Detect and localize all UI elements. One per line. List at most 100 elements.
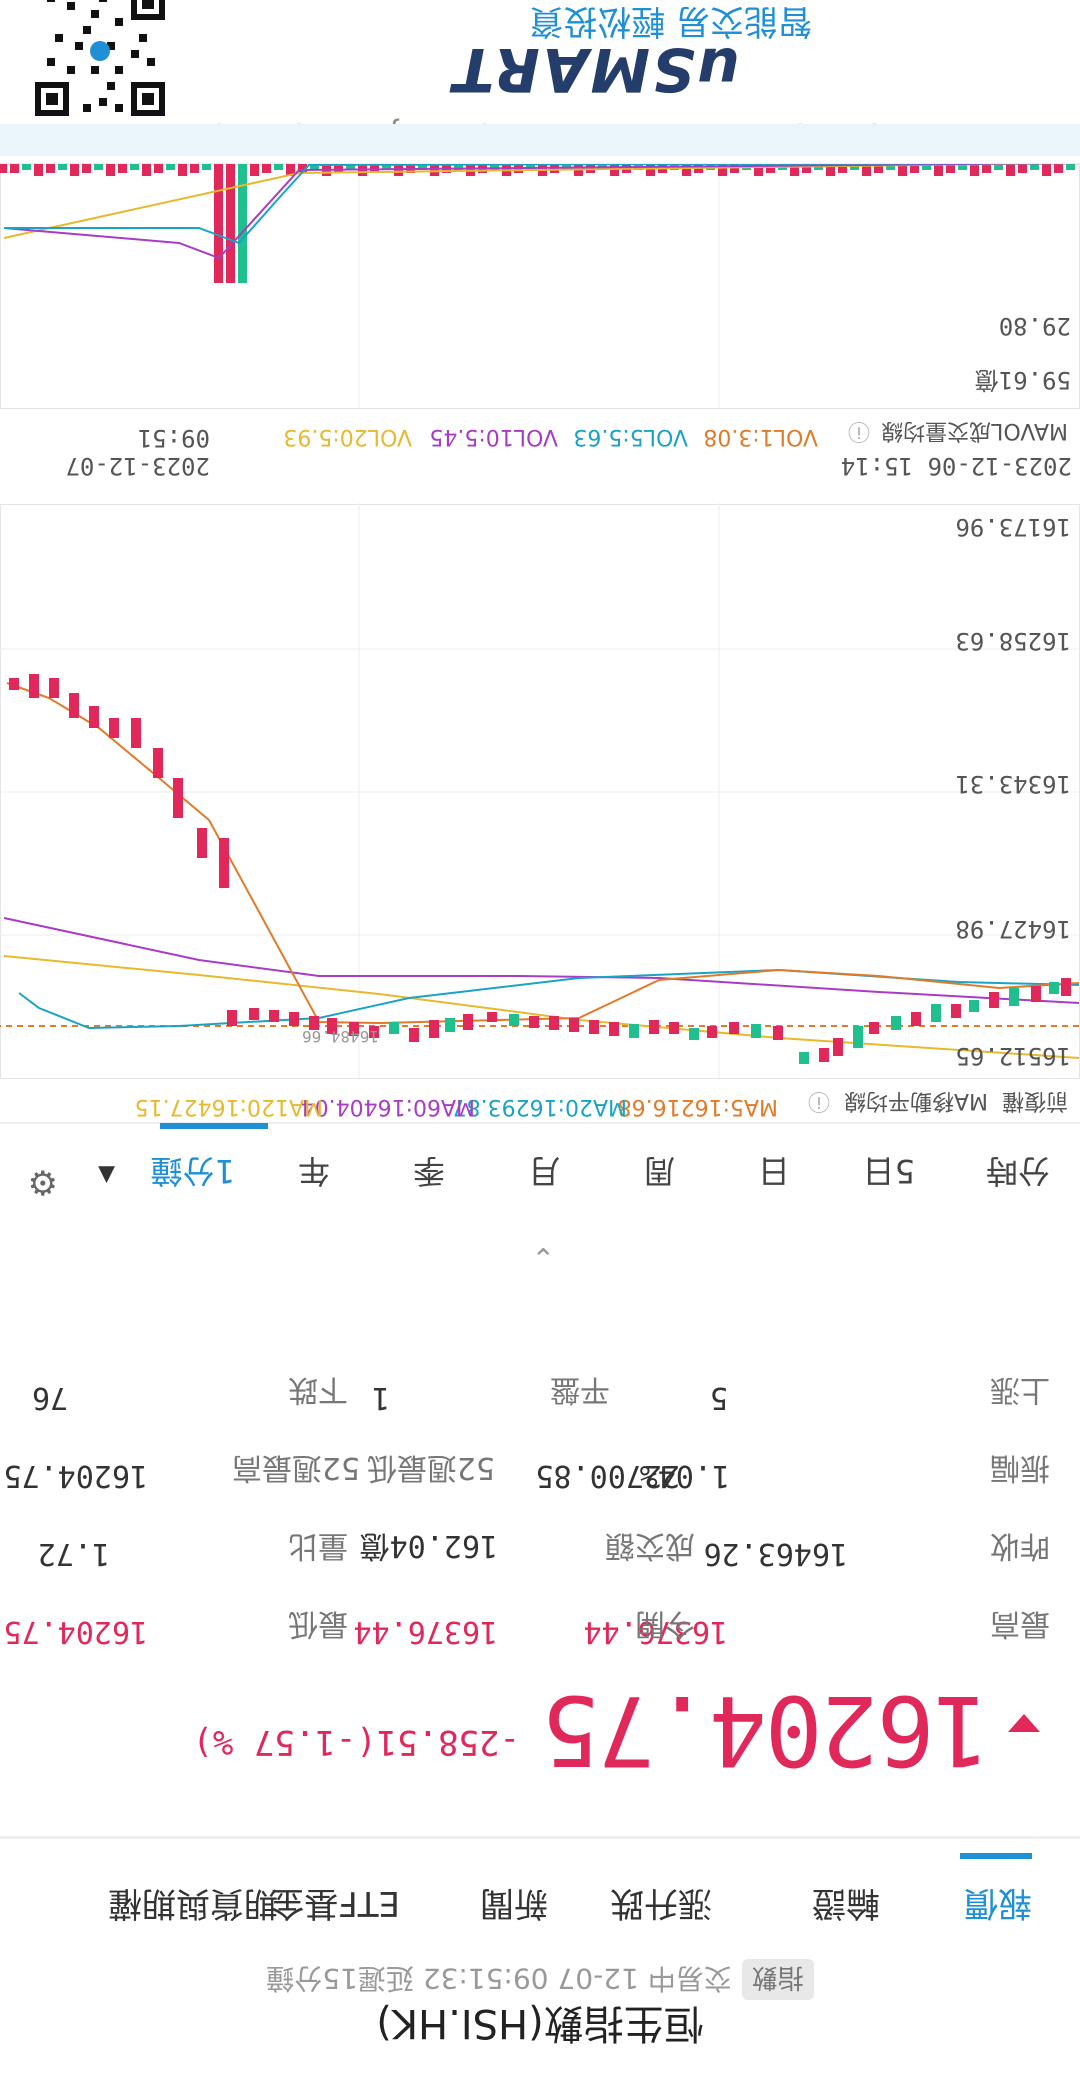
volume-bar bbox=[526, 163, 535, 170]
volume-bar bbox=[298, 163, 307, 173]
period-year[interactable]: 年 bbox=[297, 1152, 330, 1190]
tab-futures-options[interactable]: 期貨與期權 bbox=[108, 1883, 278, 1923]
stat-label: 昨收 bbox=[990, 1528, 1050, 1563]
candle bbox=[219, 838, 229, 888]
volume-bar bbox=[970, 163, 979, 176]
stat-value: 16376.44 bbox=[353, 1614, 499, 1649]
price-axis-label: 16173.96 bbox=[955, 513, 1071, 541]
stat-label: 量比 bbox=[288, 1528, 348, 1563]
candle bbox=[249, 1008, 259, 1020]
expand-chevron-icon[interactable]: ⌄ bbox=[531, 1241, 555, 1274]
price-axis-label: 16258.63 bbox=[955, 627, 1071, 655]
volume-bar bbox=[142, 163, 151, 176]
period-week[interactable]: 周 bbox=[642, 1152, 675, 1190]
help-icon[interactable]: ⓘ bbox=[847, 418, 870, 443]
volume-bar bbox=[166, 163, 175, 170]
tab-warrants[interactable]: 輪證 bbox=[812, 1883, 880, 1923]
stat-label: 平盤 bbox=[550, 1372, 610, 1407]
kline-svg bbox=[0, 503, 1079, 1078]
candle bbox=[429, 1020, 439, 1038]
price-row: 16204.75 -258.51(-1.57 %) bbox=[0, 1674, 1080, 1794]
volume-bar bbox=[718, 163, 727, 176]
vol-axis-label: 29.80 bbox=[998, 312, 1071, 340]
volume-bar bbox=[10, 163, 19, 173]
volume-bar bbox=[922, 163, 931, 170]
candle bbox=[131, 718, 141, 748]
candle bbox=[751, 1024, 761, 1038]
brand-slogan: 智能交易 輕松投資 bbox=[529, 1, 812, 41]
candle bbox=[689, 1028, 699, 1040]
period-1min[interactable]: 1分鐘 bbox=[150, 1152, 235, 1190]
volume-bar bbox=[766, 163, 775, 173]
candle bbox=[989, 992, 999, 1008]
volume-svg bbox=[0, 163, 1079, 408]
volume-bar bbox=[34, 163, 43, 176]
index-badge: 指數 bbox=[741, 1959, 814, 2000]
kline-chart[interactable]: 16512.65 16427.98 16343.31 16258.63 1617… bbox=[0, 503, 1080, 1079]
price-axis-label: 16427.98 bbox=[955, 915, 1071, 943]
period-quarter[interactable]: 季 bbox=[412, 1152, 445, 1190]
stat-label: 今開 bbox=[635, 1606, 695, 1641]
price-axis-label: 16343.31 bbox=[955, 770, 1071, 798]
candle bbox=[931, 1004, 941, 1022]
volume-bar bbox=[1066, 163, 1075, 170]
volume-bar bbox=[334, 163, 343, 173]
tab-movers[interactable]: 漲升跌 bbox=[610, 1883, 712, 1923]
stat-label: 最高 bbox=[990, 1606, 1050, 1641]
candle bbox=[327, 1018, 337, 1034]
ma60-line bbox=[3, 917, 1079, 1004]
ma5-value: MA5:16216.68 bbox=[617, 1094, 778, 1119]
volume-bar bbox=[178, 163, 187, 176]
vol-ma10-line bbox=[3, 163, 1079, 260]
volume-bar bbox=[646, 163, 655, 176]
period-intraday[interactable]: 分時 bbox=[985, 1152, 1050, 1190]
candle bbox=[951, 1004, 961, 1018]
candle bbox=[589, 1020, 599, 1034]
volume-bar bbox=[826, 163, 835, 176]
candle bbox=[463, 1014, 473, 1030]
ma60-value: MA60:16404.04 bbox=[300, 1094, 475, 1119]
volume-bar bbox=[346, 163, 355, 170]
chart-settings-gear-icon[interactable]: ⚙ bbox=[27, 1162, 58, 1202]
help-icon[interactable]: ⓘ bbox=[807, 1088, 830, 1113]
vol1-value: VOL1:3.08 bbox=[703, 424, 818, 449]
period-dropdown-icon[interactable]: ▲ bbox=[98, 1163, 115, 1188]
volume-bar bbox=[382, 163, 391, 170]
candle bbox=[529, 1016, 539, 1028]
price-change: -258.51(-1.57 %) bbox=[192, 1722, 520, 1762]
tab-news[interactable]: 新聞 bbox=[480, 1883, 548, 1923]
candle bbox=[853, 1026, 863, 1048]
period-5day[interactable]: 5日 bbox=[862, 1152, 915, 1190]
volume-bar bbox=[862, 163, 871, 176]
volume-bar bbox=[370, 163, 379, 173]
candle bbox=[1031, 986, 1041, 1002]
period-active-indicator bbox=[160, 1123, 268, 1129]
period-month[interactable]: 月 bbox=[527, 1152, 560, 1190]
period-day[interactable]: 日 bbox=[757, 1152, 790, 1190]
volume-bar bbox=[190, 163, 199, 173]
tab-etf[interactable]: ETF基金 bbox=[270, 1883, 400, 1923]
candles-group bbox=[9, 674, 1071, 1064]
volume-bar bbox=[982, 163, 991, 173]
candle bbox=[509, 1014, 519, 1026]
candle bbox=[89, 706, 99, 728]
ma20-value: MA20:16293.87 bbox=[452, 1094, 627, 1119]
volume-chart[interactable]: 59.61億 29.80 bbox=[0, 163, 1080, 409]
volume-bar bbox=[238, 163, 247, 283]
ma120-line bbox=[3, 955, 1079, 1059]
price-axis-label: 16512.65 bbox=[955, 1042, 1071, 1070]
volume-bar bbox=[874, 163, 883, 173]
volume-bar bbox=[910, 163, 919, 173]
content-tabs: 報價 輪證 漲升跌 新聞 ETF基金 期貨與期權 bbox=[0, 1836, 1080, 1959]
stat-label: 最低 bbox=[288, 1606, 348, 1641]
candle bbox=[369, 1026, 379, 1038]
volume-bar bbox=[958, 163, 967, 170]
candle bbox=[29, 674, 39, 698]
candle bbox=[173, 778, 183, 818]
volume-bar bbox=[1018, 163, 1027, 173]
candle bbox=[629, 1024, 639, 1038]
volume-bar bbox=[466, 163, 475, 176]
candle bbox=[799, 1052, 809, 1064]
volume-bar bbox=[94, 163, 103, 170]
tab-quote[interactable]: 報價 bbox=[964, 1883, 1032, 1923]
